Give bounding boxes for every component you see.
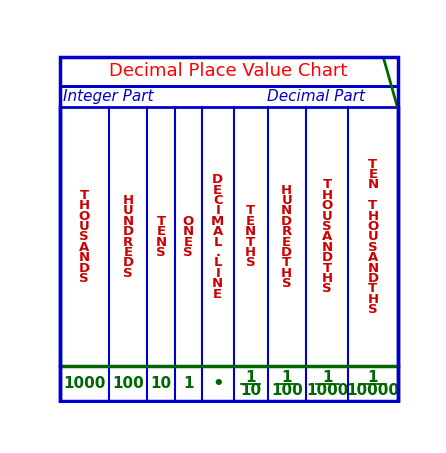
Text: D: D	[212, 173, 223, 186]
Text: 1: 1	[245, 370, 256, 385]
Text: R: R	[281, 225, 292, 238]
Text: U: U	[281, 194, 292, 207]
Text: N: N	[78, 251, 90, 264]
Text: O: O	[182, 215, 194, 228]
Text: O: O	[322, 199, 333, 212]
Text: D: D	[281, 215, 292, 228]
Text: N: N	[123, 215, 134, 228]
Text: S: S	[156, 246, 166, 259]
Text: H: H	[245, 246, 256, 259]
Text: T: T	[368, 199, 377, 212]
Text: S: S	[322, 282, 332, 295]
Text: S: S	[79, 272, 89, 285]
Text: L: L	[214, 236, 222, 249]
Text: T: T	[282, 256, 291, 270]
Text: A: A	[368, 251, 378, 264]
Text: E: E	[368, 168, 377, 181]
Text: N: N	[368, 178, 379, 191]
Text: A: A	[213, 225, 223, 238]
Text: D: D	[368, 272, 379, 285]
Text: S: S	[368, 241, 378, 254]
Text: H: H	[281, 183, 292, 197]
Text: H: H	[123, 194, 134, 207]
Text: U: U	[123, 204, 133, 217]
Text: T: T	[246, 236, 255, 249]
Text: D: D	[78, 261, 90, 275]
Text: N: N	[183, 225, 194, 238]
Text: N: N	[322, 241, 333, 254]
Text: S: S	[183, 246, 193, 259]
Text: A: A	[79, 241, 89, 254]
Text: E: E	[184, 236, 193, 249]
Text: H: H	[368, 293, 379, 306]
Text: T: T	[246, 204, 255, 217]
Text: N: N	[368, 261, 379, 275]
Text: T: T	[322, 178, 332, 191]
Bar	[60, 57, 397, 86]
Text: S: S	[282, 277, 292, 290]
Text: T: T	[322, 261, 332, 275]
Text: T: T	[80, 189, 89, 202]
Text: 1: 1	[368, 370, 378, 385]
Text: H: H	[281, 267, 292, 280]
Text: O: O	[367, 220, 379, 233]
Text: N: N	[156, 236, 166, 249]
Text: H: H	[368, 210, 379, 222]
Text: 10000: 10000	[347, 383, 399, 398]
Text: .: .	[215, 246, 220, 259]
Text: U: U	[368, 230, 378, 243]
Text: T: T	[368, 282, 377, 295]
Text: 1: 1	[322, 370, 332, 385]
Text: 100: 100	[112, 376, 144, 391]
Text: 10: 10	[150, 376, 172, 391]
Text: S: S	[246, 256, 256, 270]
Text: E: E	[282, 236, 291, 249]
Text: Decimal Place Value Chart: Decimal Place Value Chart	[109, 63, 348, 80]
Text: 100: 100	[271, 383, 303, 398]
Text: S: S	[79, 230, 89, 243]
Text: E: E	[213, 288, 223, 300]
Text: R: R	[123, 236, 133, 249]
Text: E: E	[213, 183, 223, 197]
Text: Decimal Part: Decimal Part	[267, 89, 365, 104]
Text: D: D	[281, 246, 292, 259]
Text: T: T	[368, 158, 377, 171]
Text: E: E	[157, 225, 165, 238]
Text: S: S	[322, 220, 332, 233]
Text: D: D	[123, 256, 134, 270]
Text: S: S	[368, 303, 378, 316]
Text: H: H	[322, 189, 333, 202]
Text: 1: 1	[183, 376, 194, 391]
Text: D: D	[123, 225, 134, 238]
Text: 1000: 1000	[63, 376, 105, 391]
Text: E: E	[124, 246, 133, 259]
Text: O: O	[78, 210, 90, 222]
Text: C: C	[213, 194, 223, 207]
Text: M: M	[211, 215, 224, 228]
Text: S: S	[124, 267, 133, 280]
Text: T: T	[157, 215, 165, 228]
Text: N: N	[281, 204, 292, 217]
Text: I: I	[215, 204, 220, 217]
Text: I: I	[215, 267, 220, 280]
Text: E: E	[246, 215, 255, 228]
Text: N: N	[212, 277, 223, 290]
Text: 1000: 1000	[306, 383, 348, 398]
Text: H: H	[78, 199, 90, 212]
Text: 1: 1	[281, 370, 292, 385]
Text: U: U	[79, 220, 90, 233]
Text: H: H	[322, 272, 333, 285]
Text: Integer Part: Integer Part	[63, 89, 153, 104]
Text: •: •	[212, 375, 223, 393]
Text: U: U	[322, 210, 333, 222]
Text: N: N	[245, 225, 256, 238]
Text: D: D	[322, 251, 333, 264]
Text: 10: 10	[240, 383, 261, 398]
Text: A: A	[322, 230, 332, 243]
Text: L: L	[214, 256, 222, 270]
